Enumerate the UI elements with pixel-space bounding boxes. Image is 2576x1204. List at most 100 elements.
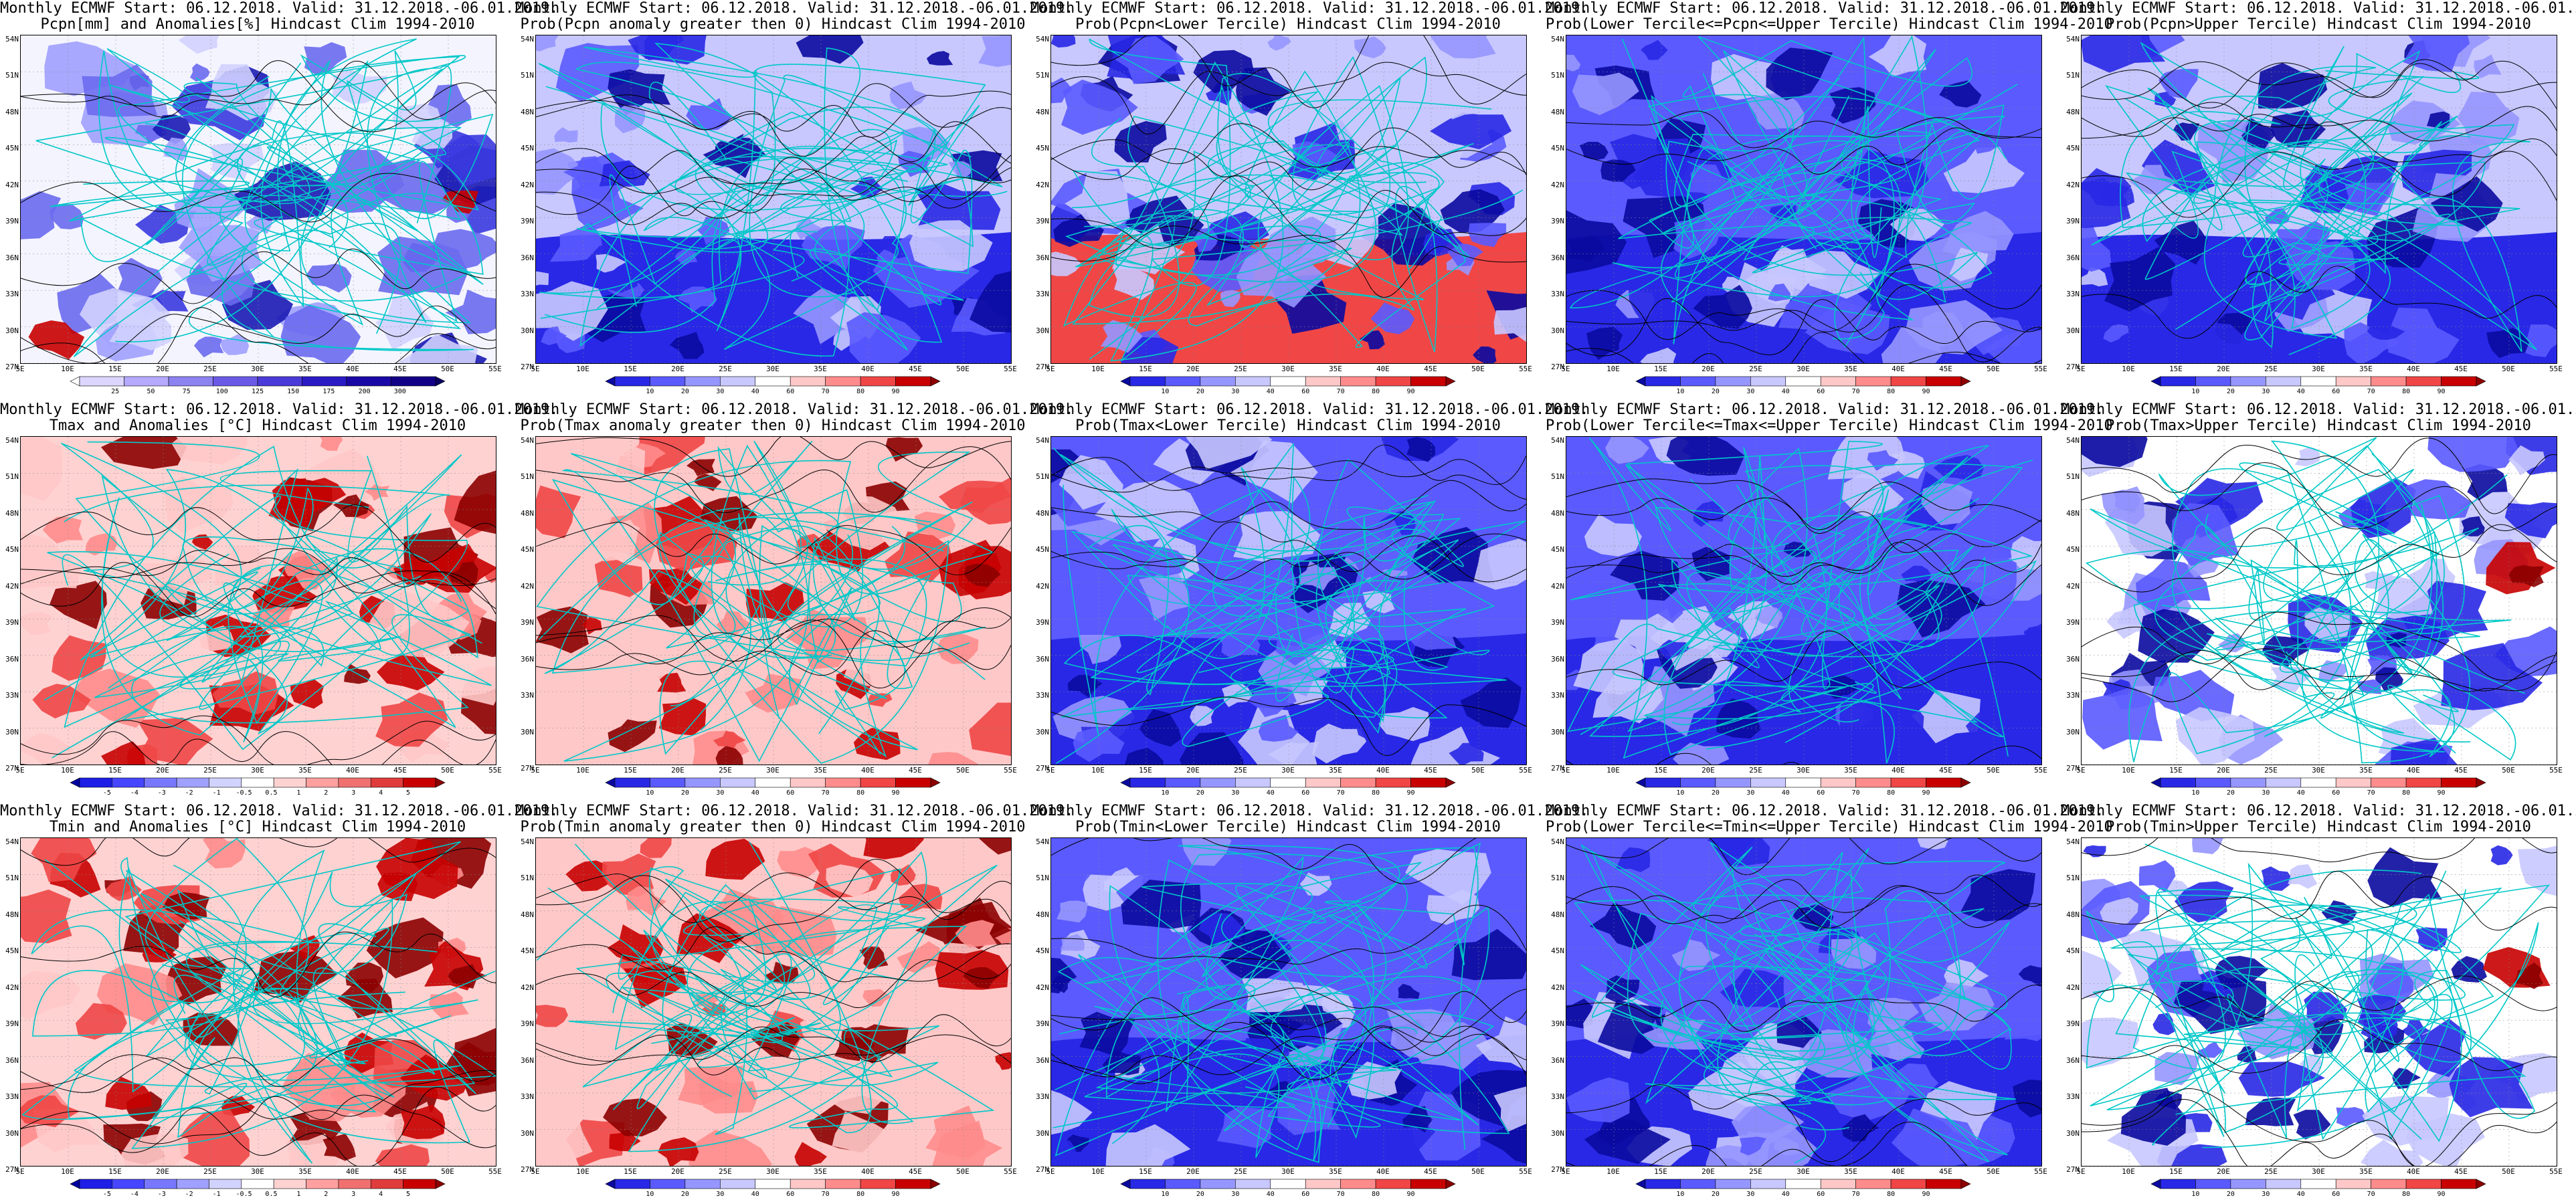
field-patch [50, 581, 107, 629]
panel-subtitle: Prob(Lower Tercile<=Tmin<=Upper Tercile)… [1546, 819, 2113, 835]
latitude-label: 48N [521, 107, 534, 116]
colorbar-box: 10 20 30 40 60 70 80 90 [605, 1179, 941, 1198]
field-patch [1429, 83, 1491, 120]
field-patch [817, 78, 846, 97]
latitude-label: 39N [5, 618, 19, 627]
field-patch [199, 625, 234, 651]
field-patch [701, 496, 758, 532]
latitude-label: 33N [1551, 691, 1564, 700]
latitude-label: 27N [521, 1165, 534, 1174]
colorbar-tick-label: 10 [1161, 1191, 1170, 1198]
longitude-label: 15E [108, 1167, 122, 1176]
latitude-label: 30N [1551, 1128, 1564, 1138]
anomaly-coldspot [2449, 1057, 2533, 1118]
longitude-label: 35E [1844, 365, 1857, 373]
panel-subtitle: Prob(Pcpn>Upper Tercile) Hindcast Clim 1… [2106, 16, 2531, 33]
colorbar-tick-label: 3 [351, 789, 356, 797]
longitude-label: 15E [1139, 766, 1152, 775]
colorbar-tick-label: 5 [406, 789, 411, 797]
field-patch [812, 1062, 899, 1114]
panel-title: Monthly ECMWF Start: 06.12.2018. Valid: … [1030, 401, 1589, 418]
colorbar-tick-label: 70 [821, 789, 830, 797]
colorbar-tick-label: 70 [1851, 789, 1860, 797]
contour-line [2082, 102, 2557, 142]
coastline [64, 456, 450, 710]
colorbar-tick-label: 20 [680, 789, 689, 797]
colorbar-box: 10 20 30 40 60 70 80 90 [1120, 376, 1456, 395]
colorbar-segment [1750, 1179, 1786, 1189]
latitude-label: 51N [1551, 472, 1564, 482]
colorbar-tick-label: 10 [2191, 789, 2200, 797]
colorbar-tick-label: 2 [324, 1191, 329, 1198]
colorbar-segment [2300, 376, 2336, 387]
field-patch [109, 302, 172, 350]
colorbar-box: 10 20 30 40 60 70 80 90 [2150, 376, 2486, 395]
field-patch [1473, 346, 1497, 363]
longitude-label: 40E [1376, 766, 1390, 775]
colorbar-tick-label: 80 [1372, 1191, 1380, 1198]
longitude-label: 20E [671, 1167, 684, 1176]
longitude-label: 30E [251, 1167, 264, 1176]
coastline [1704, 868, 1943, 1098]
panel-subtitle: Prob(Lower Tercile<=Tmax<=Upper Tercile)… [1546, 417, 2113, 434]
colorbar [70, 777, 446, 788]
field-patch [1051, 252, 1082, 276]
colorbar-tick-label: 1 [296, 789, 301, 797]
longitude-label: 20E [671, 766, 684, 775]
colorbar-tick-label: 30 [1746, 1191, 1755, 1198]
colorbar-segment [2371, 777, 2407, 788]
longitude-label: 40E [1376, 365, 1390, 373]
colorbar-arrow-low [1120, 376, 1131, 387]
longitude-label: 50E [441, 365, 454, 373]
anomaly-hotspot [2508, 565, 2544, 587]
contour-line [21, 173, 496, 223]
contour-line [1566, 538, 2041, 606]
field-patch [581, 617, 602, 635]
contour-line [2082, 975, 2557, 1019]
longitude-label: 40E [1892, 1167, 1905, 1176]
colorbar-tick-label: 40 [1781, 388, 1790, 395]
colorbar-segment [257, 376, 302, 387]
latitude-label: 33N [2066, 290, 2080, 299]
field-patch [398, 333, 478, 363]
colorbar [1635, 777, 1971, 788]
longitude-label: 40E [346, 1167, 359, 1176]
field-patch [1378, 707, 1431, 741]
field-patch [2426, 111, 2450, 129]
latitude-label: 36N [2066, 654, 2080, 664]
colorbar-segment [755, 777, 791, 788]
longitude-label: 15E [1654, 1167, 1667, 1176]
colorbar-segment [1855, 1179, 1892, 1189]
map-area [1050, 35, 1527, 364]
contour-line [2082, 870, 2557, 931]
field-patch [1051, 1090, 1093, 1135]
field-patch [751, 906, 837, 957]
longitude-label: 30E [1797, 766, 1810, 775]
field-patch [2082, 686, 2163, 750]
colorbar-segment [2300, 1179, 2336, 1189]
contour-line [21, 548, 496, 594]
map-panel: Monthly ECMWF Start: 06.12.2018. Valid: … [1546, 401, 2113, 803]
colorbar-arrow-high [1445, 1179, 1456, 1189]
colorbar-tick-label: 10 [1676, 789, 1685, 797]
colorbar-tick-label: 40 [751, 789, 759, 797]
contour-line [1051, 459, 1526, 500]
colorbar-arrow-low [1635, 777, 1646, 788]
field-patch [1321, 995, 1354, 1015]
latitude-label: 45N [2066, 946, 2080, 956]
colorbar-segment [176, 777, 209, 788]
longitude-label: 5E [1561, 766, 1570, 775]
field-patch [796, 35, 864, 64]
coastline [2138, 870, 2462, 1142]
coastline [547, 878, 940, 1135]
colorbar-segment [1165, 777, 1201, 788]
field-patch [608, 719, 657, 752]
colorbar-tick-label: 90 [2437, 1191, 2446, 1198]
colorbar-tick-label: 70 [2367, 388, 2375, 395]
contour-line [536, 90, 1011, 138]
colorbar-tick-label: 20 [1711, 388, 1720, 395]
latitude-label: 39N [521, 217, 534, 226]
latitude-label: 42N [1036, 581, 1049, 591]
colorbar-tick-label: 10 [646, 388, 654, 395]
field-patch [375, 692, 448, 747]
